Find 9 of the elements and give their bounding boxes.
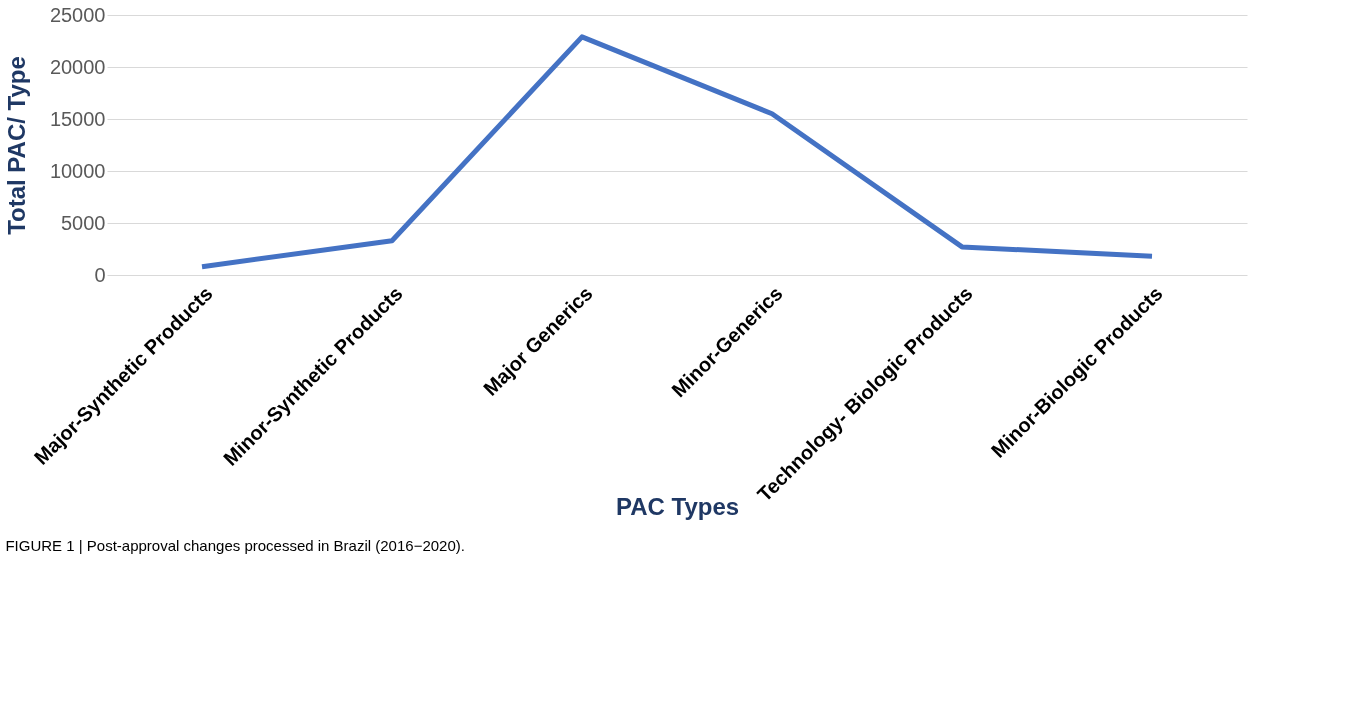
y-axis-title: Total PAC/ Type: [2, 56, 30, 235]
caption: FIGURE 1 | Post-approval changes processed in Brazil (2016−2020).: [5, 537, 465, 554]
y-tick-label: 5000: [61, 211, 106, 234]
y-tick-label: 25000: [49, 3, 106, 26]
y-tick-label: 20000: [49, 55, 106, 78]
y-tick-label: 0: [94, 263, 106, 286]
y-tick-label: 15000: [49, 107, 106, 130]
x-axis-title: PAC Types: [615, 492, 740, 520]
y-tick-label: 10000: [49, 159, 106, 182]
